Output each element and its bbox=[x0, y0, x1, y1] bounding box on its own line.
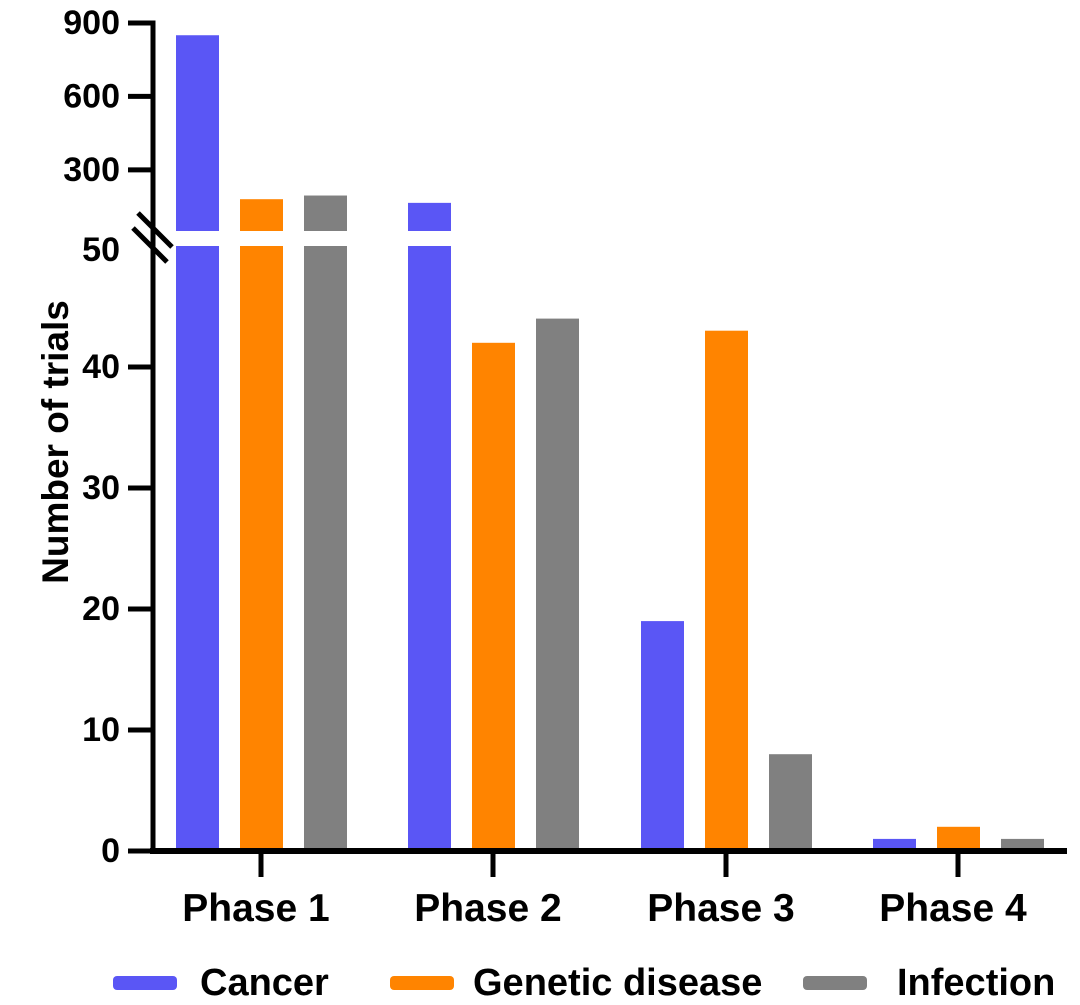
bar-genetic-disease-phase-4 bbox=[937, 826, 980, 851]
bar-cancer-phase-2-upper bbox=[408, 202, 451, 231]
y-tick-label-10: 10 bbox=[82, 711, 120, 749]
bar-infection-phase-2 bbox=[536, 318, 579, 852]
y-tick-label-50: 50 bbox=[82, 231, 120, 269]
bar-cancer-phase-1-lower bbox=[176, 246, 219, 851]
y-tick-label-40: 40 bbox=[82, 348, 120, 386]
bar-infection-phase-1-upper bbox=[304, 195, 347, 231]
bar-genetic-disease-phase-2 bbox=[472, 342, 515, 851]
y-tick-label-20: 20 bbox=[82, 590, 120, 628]
bar-infection-phase-3 bbox=[769, 754, 812, 851]
y-tick-label-900: 900 bbox=[63, 4, 120, 42]
y-tick-label-30: 30 bbox=[82, 469, 120, 507]
x-label-phase-1: Phase 1 bbox=[182, 887, 329, 930]
x-label-phase-3: Phase 3 bbox=[647, 887, 794, 930]
bar-infection-phase-1-lower bbox=[304, 246, 347, 851]
y-tick-label-600: 600 bbox=[63, 77, 120, 115]
bar-infection-phase-4 bbox=[1001, 838, 1044, 851]
bar-genetic-disease-phase-1-upper bbox=[240, 199, 283, 231]
bar-cancer-phase-4 bbox=[873, 838, 916, 851]
bar-cancer-phase-1-upper bbox=[176, 35, 219, 232]
bar-cancer-phase-2-lower bbox=[408, 246, 451, 851]
axis-break-slash-2 bbox=[131, 226, 169, 264]
x-label-phase-2: Phase 2 bbox=[414, 887, 561, 930]
axis-break-slash-1 bbox=[136, 211, 174, 249]
y-tick-label-300: 300 bbox=[63, 151, 120, 189]
y-axis-title: Number of trials bbox=[35, 300, 76, 584]
bar-genetic-disease-phase-3 bbox=[705, 330, 748, 851]
x-label-phase-4: Phase 4 bbox=[879, 887, 1027, 930]
bar-genetic-disease-phase-1-lower bbox=[240, 246, 283, 851]
y-tick-label-0: 0 bbox=[101, 832, 120, 870]
bar-cancer-phase-3 bbox=[641, 621, 684, 851]
